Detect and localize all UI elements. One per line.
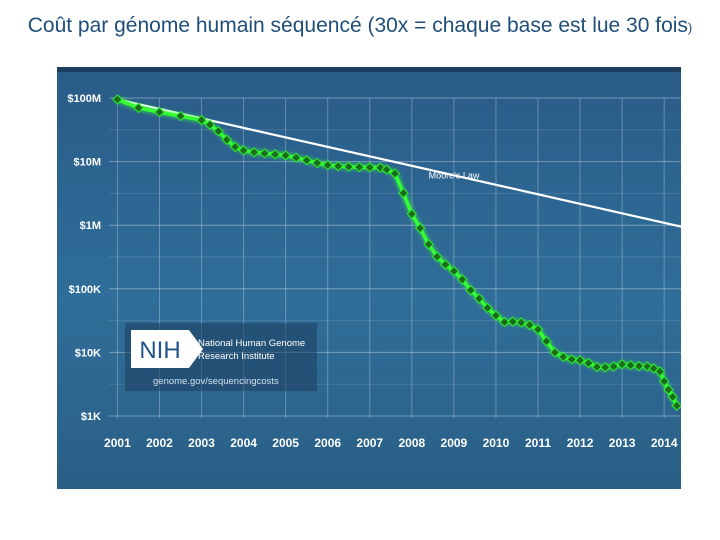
data-point: [301, 155, 312, 166]
data-point: [406, 208, 418, 220]
nih-badge: NIH National Human Genome Research Insti…: [125, 323, 317, 391]
x-tick-label: 2009: [441, 436, 468, 450]
x-tick-label: 2003: [188, 436, 215, 450]
data-point: [490, 310, 502, 321]
data-point: [654, 366, 666, 377]
data-point: [440, 259, 451, 270]
nih-institute-line1: National Human Genome: [198, 338, 305, 349]
chart-top-band: [57, 67, 681, 72]
data-point: [414, 222, 426, 234]
y-tick-label: $100K: [69, 284, 101, 296]
data-point: [482, 302, 493, 314]
data-point: [311, 157, 323, 169]
data-point: [515, 317, 527, 328]
data-point: [549, 347, 561, 358]
y-tick-label: $1M: [80, 220, 101, 232]
data-point: [431, 251, 443, 262]
x-tick-label: 2012: [567, 436, 594, 450]
data-point: [671, 400, 681, 411]
series-layer: Moore's Law: [112, 94, 681, 411]
data-point: [600, 362, 611, 373]
data-point: [566, 354, 577, 365]
x-tick-label: 2010: [483, 436, 510, 450]
data-point: [625, 359, 636, 371]
data-point: [457, 274, 468, 285]
data-point: [175, 110, 186, 122]
data-point: [269, 149, 281, 160]
data-point: [332, 160, 344, 172]
data-point: [423, 239, 434, 250]
nih-institute-line2: Research Institute: [198, 351, 275, 362]
x-tick-label: 2011: [525, 436, 551, 450]
y-tick-labels: $100M $10M $1M $100K $10K $1K: [67, 93, 101, 423]
x-tick-label: 2001: [104, 436, 131, 450]
y-tick-label: $1K: [81, 411, 101, 423]
data-point: [448, 265, 460, 277]
chart-panel: $100M $10M $1M $100K $10K $1K 2001 2002 2003 200…: [57, 67, 681, 489]
x-tick-labels: 2001 2002 2003 2004 2005 2006 2007 2008 2009 2010…: [104, 436, 678, 450]
data-point: [354, 161, 365, 173]
data-point: [221, 134, 232, 146]
x-tick-label: 2005: [272, 436, 299, 450]
y-tick-label: $10M: [73, 157, 101, 169]
data-point: [499, 316, 510, 328]
data-point: [204, 119, 216, 130]
x-tick-label: 2002: [146, 436, 173, 450]
nih-logo-box: [131, 330, 189, 368]
data-point: [259, 148, 270, 159]
x-tick-label: 2004: [230, 436, 257, 450]
x-tick-label: 2007: [356, 436, 383, 450]
data-point: [633, 360, 645, 372]
data-point: [398, 187, 409, 199]
title-text: Coût par génome humain séquencé (30x = c…: [27, 14, 688, 37]
data-point: [558, 351, 569, 363]
data-point: [381, 164, 392, 175]
page-title: Coût par génome humain séquencé (30x = c…: [0, 14, 720, 38]
y-tick-label: $10K: [75, 347, 101, 359]
data-point: [541, 335, 552, 347]
data-point: [154, 106, 165, 118]
data-point: [465, 284, 476, 296]
data-point: [112, 94, 123, 105]
moores-law-line: [116, 98, 681, 228]
data-point: [322, 159, 333, 171]
x-tick-label: 2014: [651, 436, 678, 450]
nih-url: genome.gov/sequencingcosts: [153, 376, 279, 387]
data-point: [473, 293, 485, 304]
data-point: [290, 152, 302, 163]
data-point: [667, 391, 678, 403]
x-tick-label: 2006: [314, 436, 341, 450]
title-paren: ): [687, 20, 693, 35]
data-point: [248, 147, 260, 158]
data-point: [389, 168, 401, 179]
chart: $100M$10M$1M$100K$10K$1K 2001 2002 2003 200…: [57, 67, 681, 489]
data-point: [532, 324, 544, 335]
data-point: [507, 316, 519, 327]
data-point: [229, 141, 241, 153]
nih-logo-text: NIH: [139, 337, 180, 364]
x-tick-label: 2008: [398, 436, 425, 450]
data-point: [213, 126, 224, 137]
data-point: [133, 102, 144, 114]
moores-law-label: Moore's Law: [429, 171, 480, 181]
data-point: [196, 114, 207, 126]
data-point: [616, 359, 628, 370]
y-tick-label: $100M: [67, 93, 101, 105]
data-point: [591, 361, 603, 373]
chart-background: [57, 67, 681, 489]
data-point: [343, 161, 354, 172]
data-point: [238, 145, 249, 156]
data-point: [663, 384, 674, 395]
data-point: [608, 361, 619, 372]
data-point: [364, 162, 375, 173]
data-point: [658, 376, 670, 387]
data-point: [524, 319, 535, 331]
data-point: [280, 150, 291, 161]
x-tick-label: 2013: [609, 436, 636, 450]
data-point: [574, 355, 586, 366]
nih-logo-arrow: [189, 330, 203, 368]
data-point: [583, 357, 594, 369]
